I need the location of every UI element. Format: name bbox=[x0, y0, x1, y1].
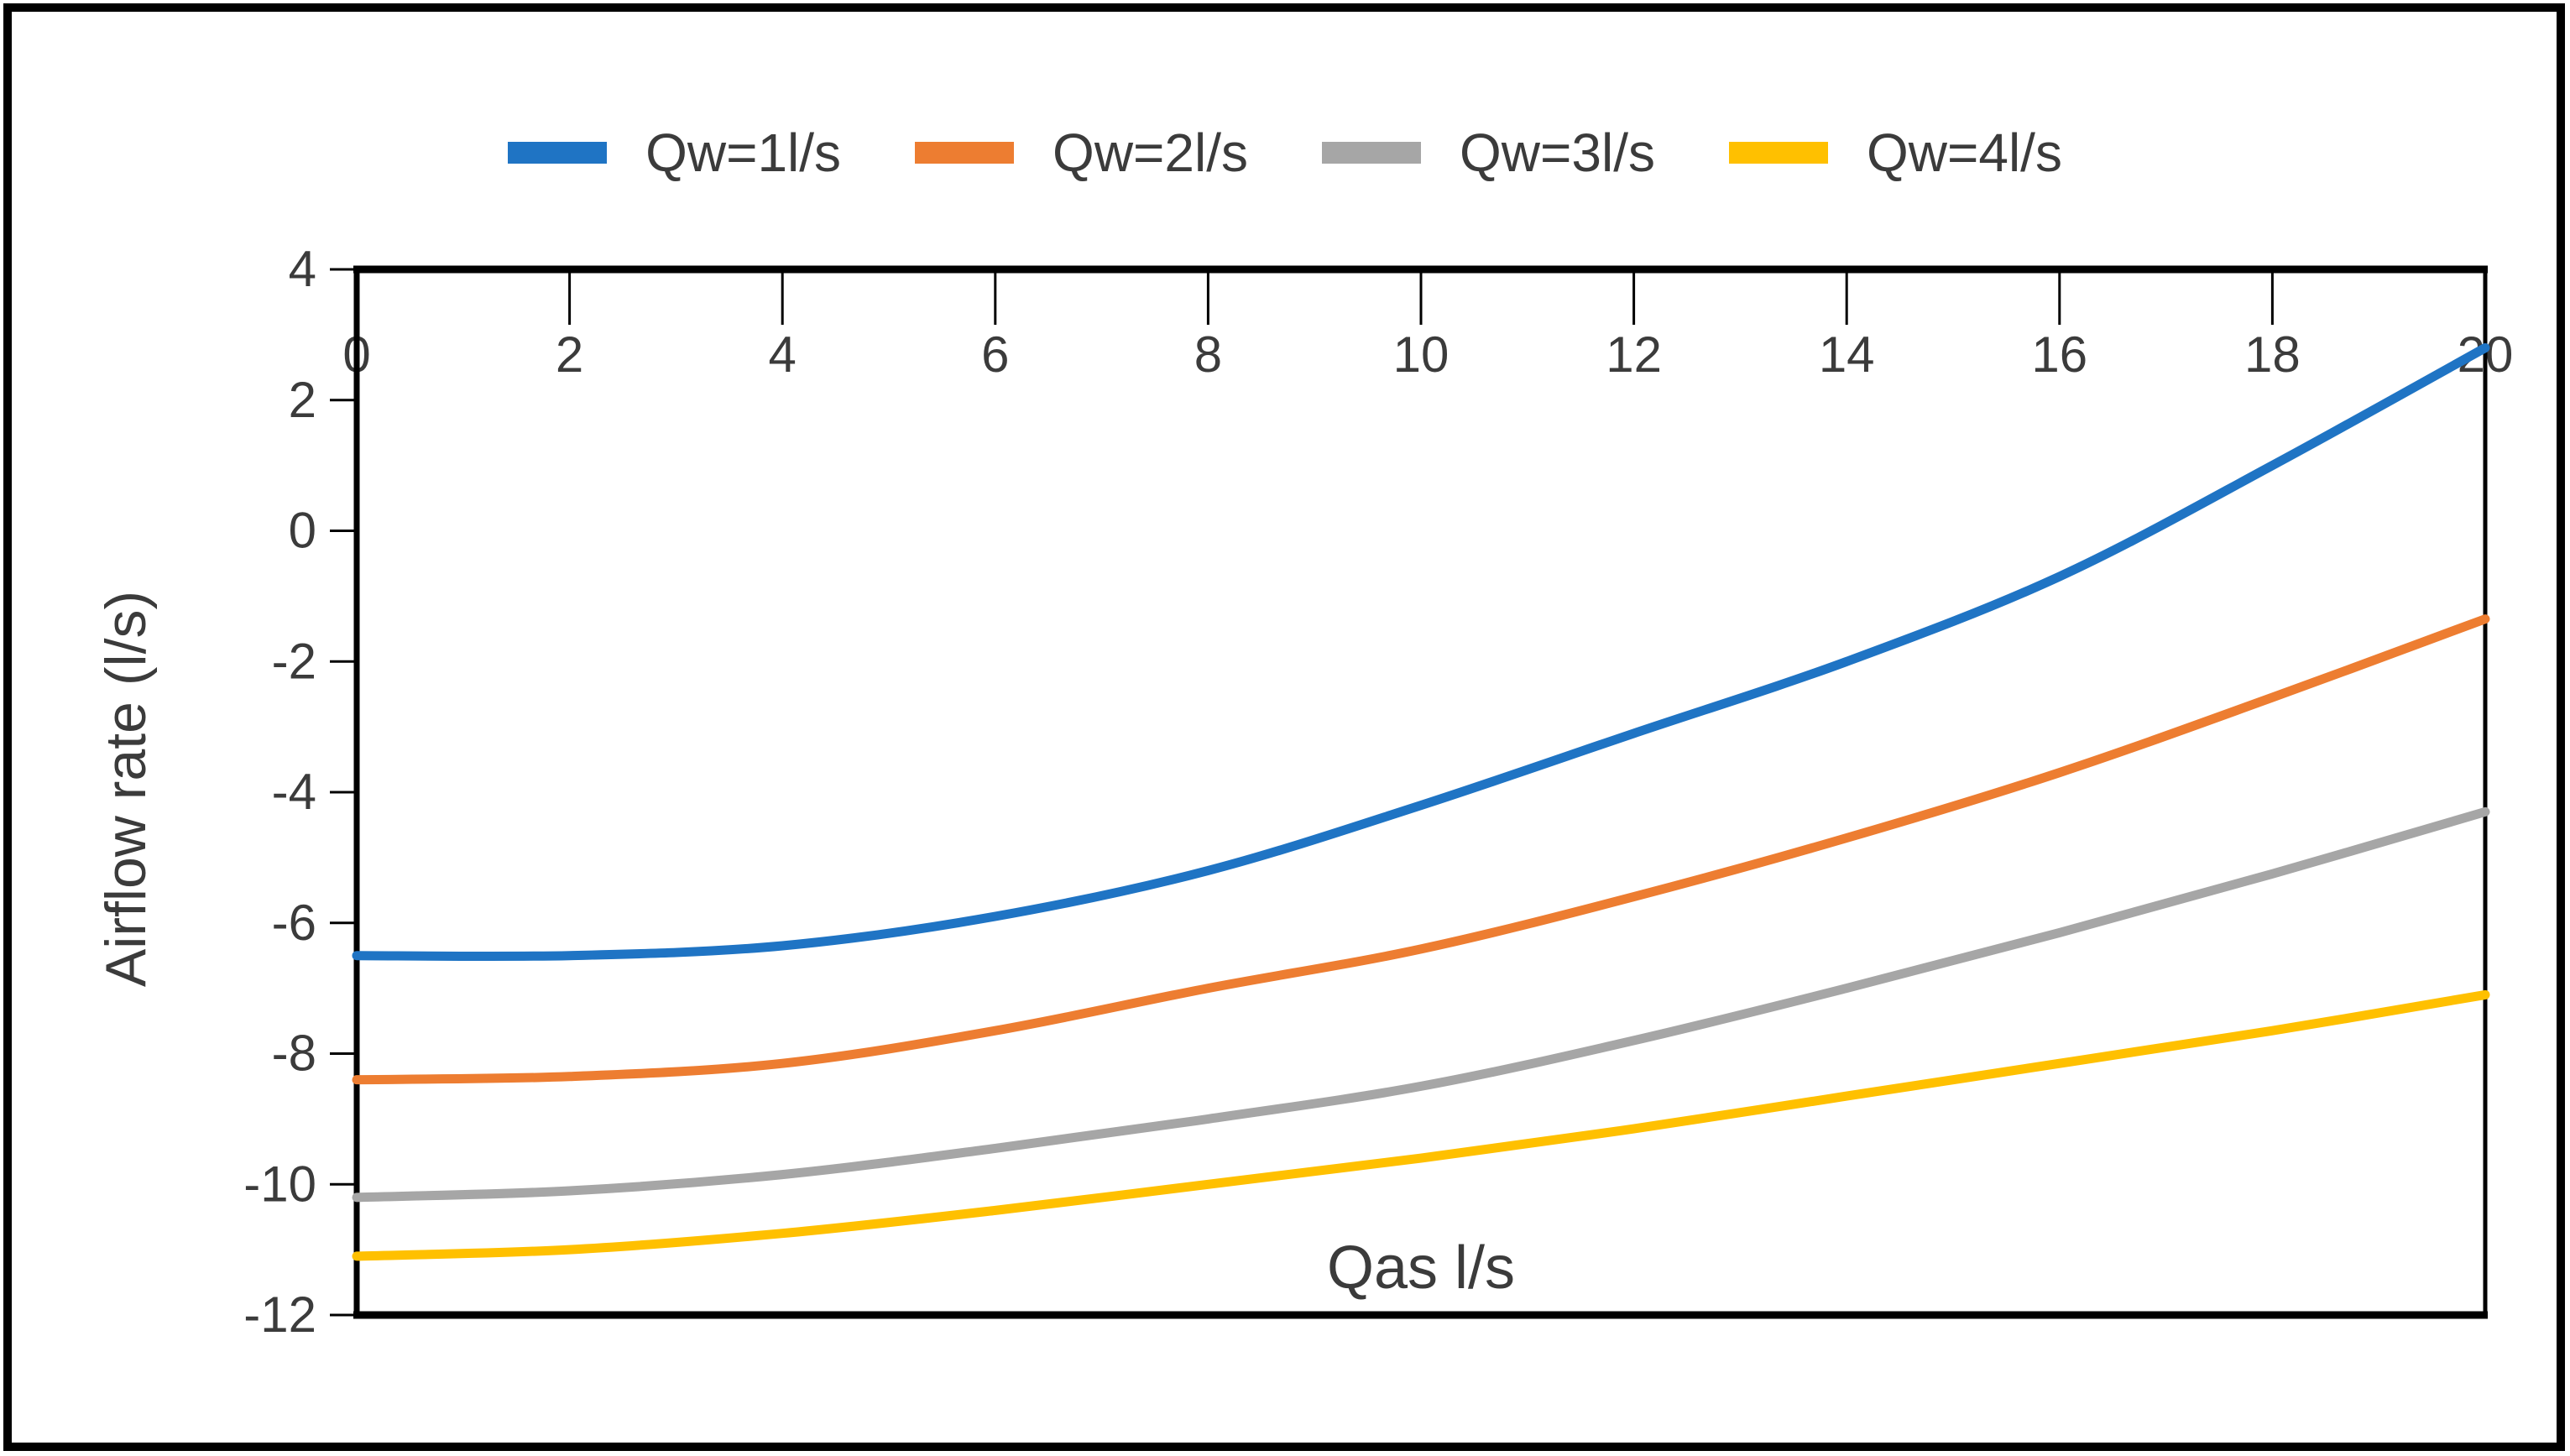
legend-swatch-icon bbox=[1322, 142, 1421, 164]
x-tick-label: 4 bbox=[769, 326, 797, 383]
x-tick-label: 10 bbox=[1393, 326, 1450, 383]
y-tick-label: -6 bbox=[272, 895, 316, 951]
x-tick-label: 2 bbox=[556, 326, 583, 383]
y-tick-label: -10 bbox=[243, 1156, 316, 1212]
x-tick-label: 12 bbox=[1606, 326, 1662, 383]
legend-label: Qw=2l/s bbox=[1053, 123, 1248, 183]
x-tick-label: 18 bbox=[2244, 326, 2301, 383]
legend-item-3: Qw=3l/s bbox=[1322, 122, 1655, 184]
legend-item-4: Qw=4l/s bbox=[1728, 122, 2062, 184]
series-line-4 bbox=[352, 989, 2490, 1261]
y-tick-label: -8 bbox=[272, 1025, 316, 1082]
legend-swatch-icon bbox=[1728, 142, 1828, 164]
series-line-2 bbox=[352, 614, 2490, 1085]
x-tick-label: 6 bbox=[981, 326, 1009, 383]
y-tick-label: 2 bbox=[289, 372, 316, 428]
x-axis-title: Qas l/s bbox=[1326, 1234, 1516, 1302]
series-line-3 bbox=[352, 806, 2490, 1203]
legend-label: Qw=3l/s bbox=[1460, 123, 1655, 183]
x-tick-label: 14 bbox=[1819, 326, 1875, 383]
x-tick-label: 8 bbox=[1194, 326, 1222, 383]
x-tick-label: 16 bbox=[2031, 326, 2087, 383]
y-tick-label: -4 bbox=[272, 764, 316, 820]
plot-area: 02468101214161820420-2-4-6-8-10-12 bbox=[243, 241, 2513, 1343]
legend-label: Qw=1l/s bbox=[645, 123, 842, 183]
legend-item-2: Qw=2l/s bbox=[915, 122, 1248, 184]
y-tick-label: -12 bbox=[243, 1286, 316, 1343]
y-tick-label: -2 bbox=[272, 633, 316, 689]
y-tick-label: 0 bbox=[289, 503, 316, 559]
figure-border bbox=[3, 3, 2565, 1451]
legend-swatch-icon bbox=[915, 142, 1015, 164]
y-axis-title: Airflow rate (l/s) bbox=[94, 590, 158, 988]
chart-legend: Qw=1l/s Qw=2l/s Qw=3l/s Qw=4l/s bbox=[0, 94, 2570, 211]
legend-item-1: Qw=1l/s bbox=[508, 122, 841, 184]
series-line-1 bbox=[352, 343, 2490, 962]
y-tick-label: 4 bbox=[289, 241, 316, 297]
legend-label: Qw=4l/s bbox=[1866, 123, 2062, 183]
legend-swatch-icon bbox=[508, 142, 608, 164]
